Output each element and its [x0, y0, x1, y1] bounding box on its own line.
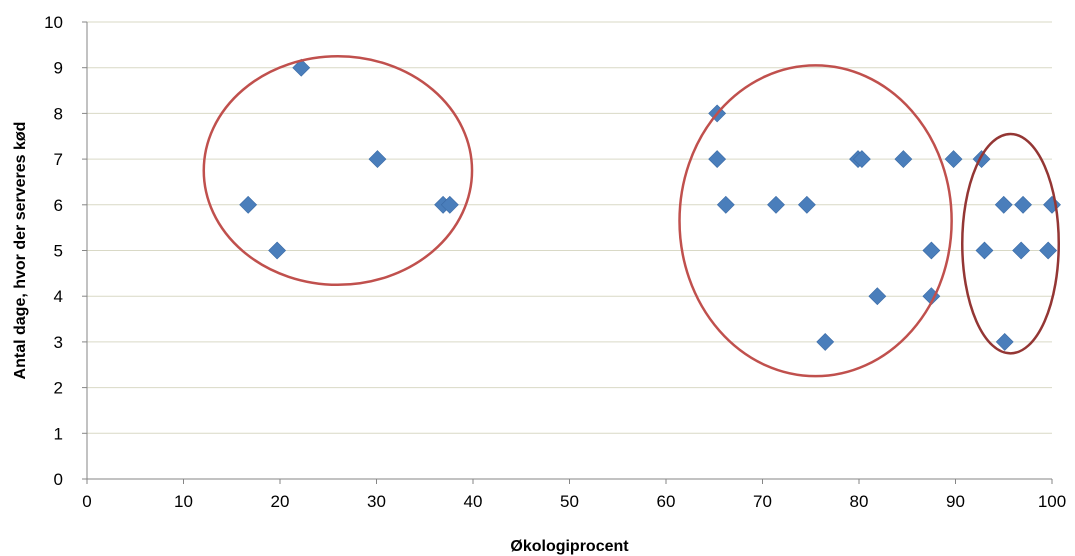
data-point [894, 150, 913, 169]
y-tick-label: 8 [54, 104, 63, 123]
x-tick-label: 100 [1038, 492, 1066, 511]
data-point [944, 150, 963, 169]
data-point [292, 58, 311, 77]
data-point [268, 241, 287, 260]
data-point [868, 287, 887, 306]
x-axis-title: Økologiprocent [510, 538, 629, 555]
y-tick-label: 3 [54, 333, 63, 352]
y-axis-title: Antal dage, hvor der serveres kød [12, 122, 29, 380]
data-point [797, 195, 816, 214]
x-tick-label: 60 [657, 492, 676, 511]
data-point [995, 332, 1014, 351]
data-point [816, 332, 835, 351]
data-points [239, 58, 1061, 351]
annotation-ellipse [961, 132, 1061, 355]
x-tick-label: 30 [367, 492, 386, 511]
data-point [922, 241, 941, 260]
y-tick-label: 2 [54, 379, 63, 398]
x-tick-label: 80 [850, 492, 869, 511]
x-tick-label: 0 [82, 492, 91, 511]
data-point [708, 150, 727, 169]
data-point [1012, 241, 1031, 260]
y-tick-label: 9 [54, 59, 63, 78]
y-tick-labels: 0 1 2 3 4 5 6 7 8 9 10 [44, 13, 63, 489]
axes [82, 21, 1053, 484]
data-point [1043, 195, 1061, 214]
data-point [1014, 195, 1032, 214]
data-point [368, 150, 387, 169]
x-tick-labels: 0 10 20 30 40 50 60 70 80 90 100 [82, 492, 1066, 511]
y-tick-label: 0 [54, 470, 63, 489]
annotation-ellipses [202, 55, 1061, 378]
annotation-ellipse [202, 55, 474, 287]
y-tick-label: 6 [54, 196, 63, 215]
annotation-ellipse [678, 64, 953, 378]
y-tick-label: 7 [54, 150, 63, 169]
data-point [852, 150, 871, 169]
x-tick-label: 70 [753, 492, 772, 511]
gridlines [87, 21, 1052, 434]
x-tick-label: 10 [174, 492, 193, 511]
data-point [975, 241, 994, 260]
y-tick-label: 10 [44, 13, 63, 32]
y-tick-label: 5 [54, 242, 63, 261]
x-tick-label: 50 [560, 492, 579, 511]
data-point [767, 195, 785, 214]
data-point [994, 195, 1013, 214]
x-tick-label: 40 [464, 492, 483, 511]
data-point [440, 195, 459, 214]
x-tick-label: 20 [271, 492, 290, 511]
data-point [1039, 241, 1058, 260]
y-tick-label: 1 [54, 424, 63, 443]
x-tick-label: 90 [946, 492, 965, 511]
data-point [239, 195, 258, 214]
y-tick-label: 4 [54, 287, 63, 306]
data-point [716, 195, 735, 214]
